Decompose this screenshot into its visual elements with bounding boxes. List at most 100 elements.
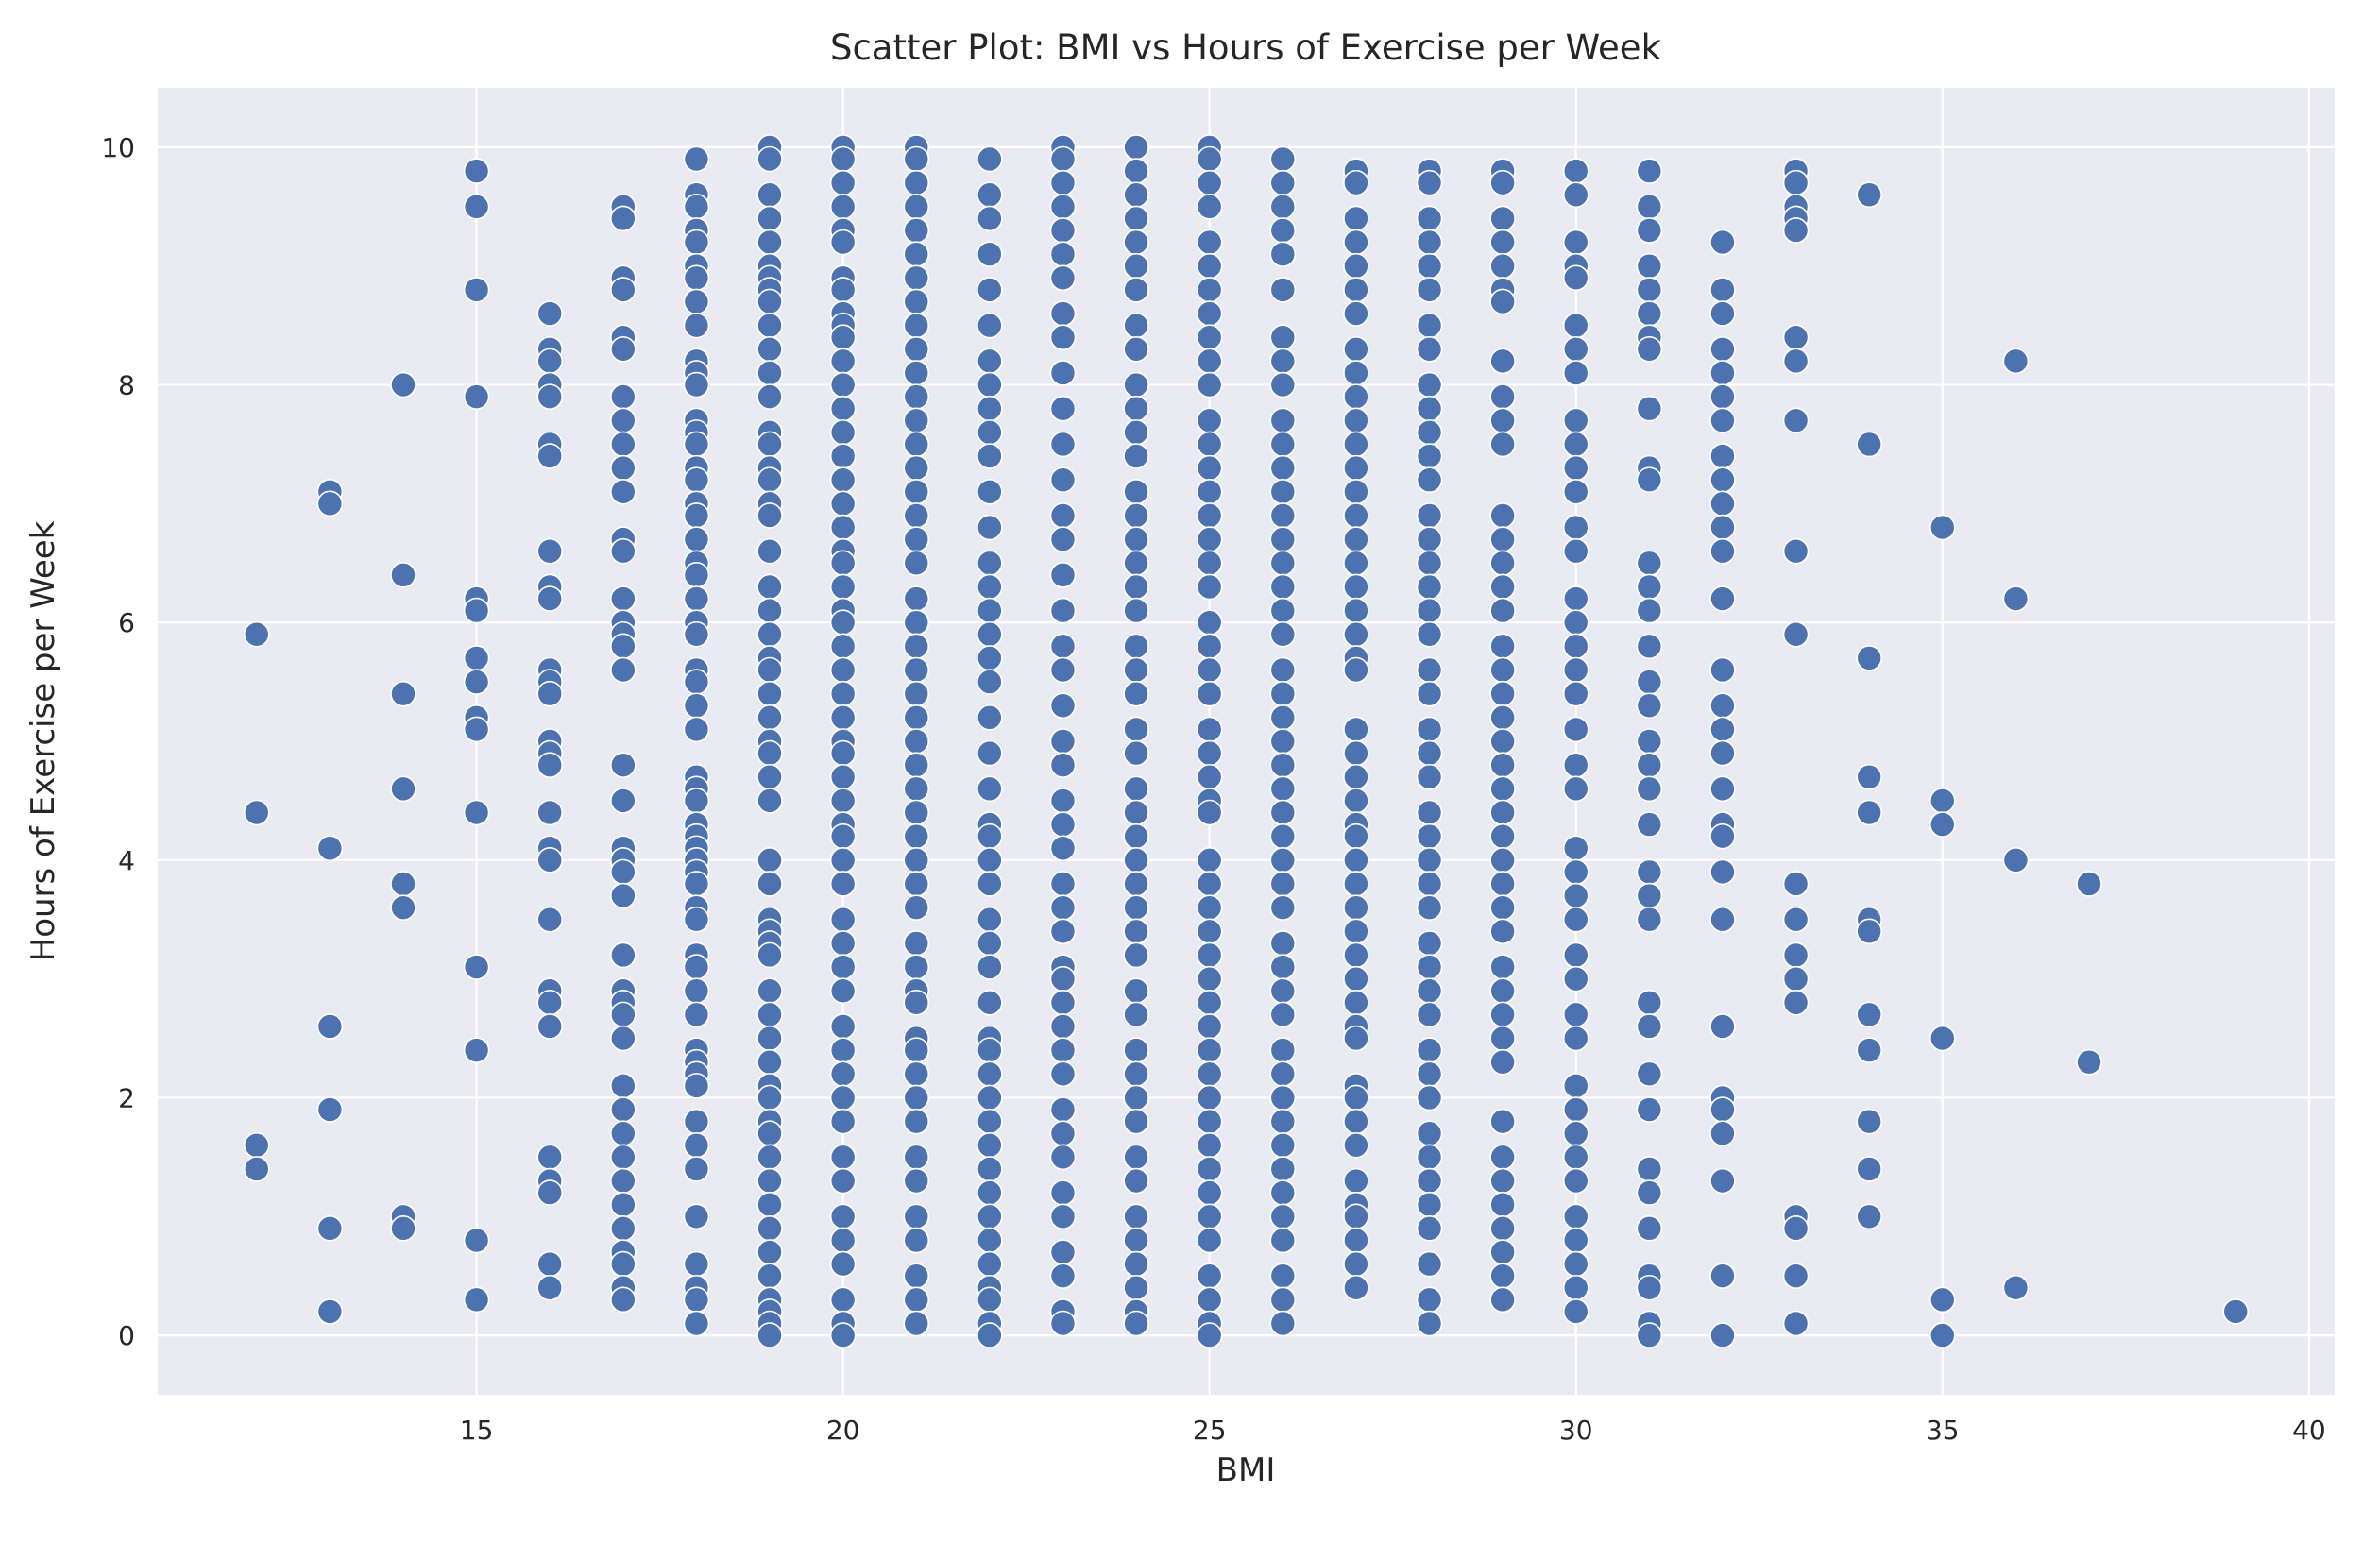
data-point [610,1191,637,1218]
data-point [1049,431,1077,458]
data-point [1196,300,1223,327]
data-point [1416,822,1443,850]
data-point [610,1144,637,1171]
data-point [1489,752,1516,778]
data-point [1489,550,1516,577]
data-point [463,645,490,671]
data-point [1709,739,1736,767]
data-point [1123,158,1149,184]
data-point [1049,300,1077,327]
data-point [903,775,930,803]
data-point [1416,1001,1443,1028]
chart-title: Scatter Plot: BMI vs Hours of Exercise p… [830,27,1662,68]
data-point [977,954,1003,980]
data-point [1709,1120,1736,1146]
data-point [1343,383,1369,410]
data-point [1049,656,1077,684]
data-point [829,169,857,196]
data-point [1196,656,1223,684]
data-point [829,930,857,957]
data-point [463,597,490,624]
data-point [316,1215,344,1242]
data-point [683,1131,710,1159]
data-point [1489,1215,1516,1242]
data-point [1269,169,1297,196]
data-point [1562,431,1590,458]
data-point [756,1215,783,1242]
data-point [1489,1286,1516,1314]
data-point [1049,918,1077,945]
data-point [1123,1144,1149,1171]
data-point [756,360,783,386]
data-point [1709,656,1736,684]
data-point [1489,656,1516,684]
data-point [463,194,490,220]
data-point [1782,217,1810,244]
data-point [1196,990,1223,1016]
x-tick-label: 30 [1559,1415,1593,1446]
data-point [1343,205,1369,232]
data-point [903,990,930,1016]
data-point [243,1156,270,1182]
data-point [977,395,1003,422]
data-point [1929,1286,1956,1314]
data-point [1343,478,1369,505]
data-point [1123,277,1149,303]
data-point [1636,1060,1663,1088]
data-point [2002,1274,2030,1301]
data-point [1196,371,1223,398]
data-point [903,1084,930,1111]
data-point [829,1060,857,1088]
data-point [829,1084,857,1111]
data-point [1489,383,1516,410]
data-point [1782,324,1810,351]
data-point [1049,526,1077,552]
data-point [1269,1001,1297,1028]
data-point [1709,692,1736,720]
data-point [977,669,1003,695]
data-point [756,1167,783,1195]
data-point [1196,941,1223,969]
data-point [829,1227,857,1254]
data-point [977,181,1003,209]
data-point [977,371,1003,398]
data-point [683,788,710,814]
data-point [1416,371,1443,398]
data-point [1269,371,1297,398]
data-point [1782,1263,1810,1289]
data-point [1929,1025,1956,1052]
x-tick-label: 40 [2292,1415,2326,1446]
data-point [1489,977,1516,1005]
data-point [1123,229,1149,256]
data-point [1269,822,1297,850]
data-point [1269,1131,1297,1159]
data-point [1489,205,1516,232]
data-point [1416,1084,1443,1111]
data-point [1269,1310,1297,1337]
data-point [829,419,857,446]
data-point [2222,1298,2250,1325]
data-point [756,312,783,339]
data-point [1049,1120,1077,1146]
x-tick-label: 15 [460,1415,494,1446]
data-point [756,847,783,873]
data-point [536,1179,564,1206]
data-point [610,277,637,303]
data-point [1636,550,1663,577]
data-points [243,134,2250,1348]
data-point [1416,229,1443,256]
data-point [1196,431,1223,458]
data-point [1343,871,1369,897]
data-point [536,680,564,707]
data-point [903,1167,930,1195]
data-point [829,788,857,814]
data-point [1343,252,1369,280]
data-point [1489,229,1516,256]
data-point [1123,1274,1149,1301]
data-point [1636,252,1663,280]
data-point [829,573,857,601]
data-point [536,1013,564,1040]
data-point [903,1203,930,1230]
data-point [683,229,710,256]
data-point [1636,811,1663,838]
